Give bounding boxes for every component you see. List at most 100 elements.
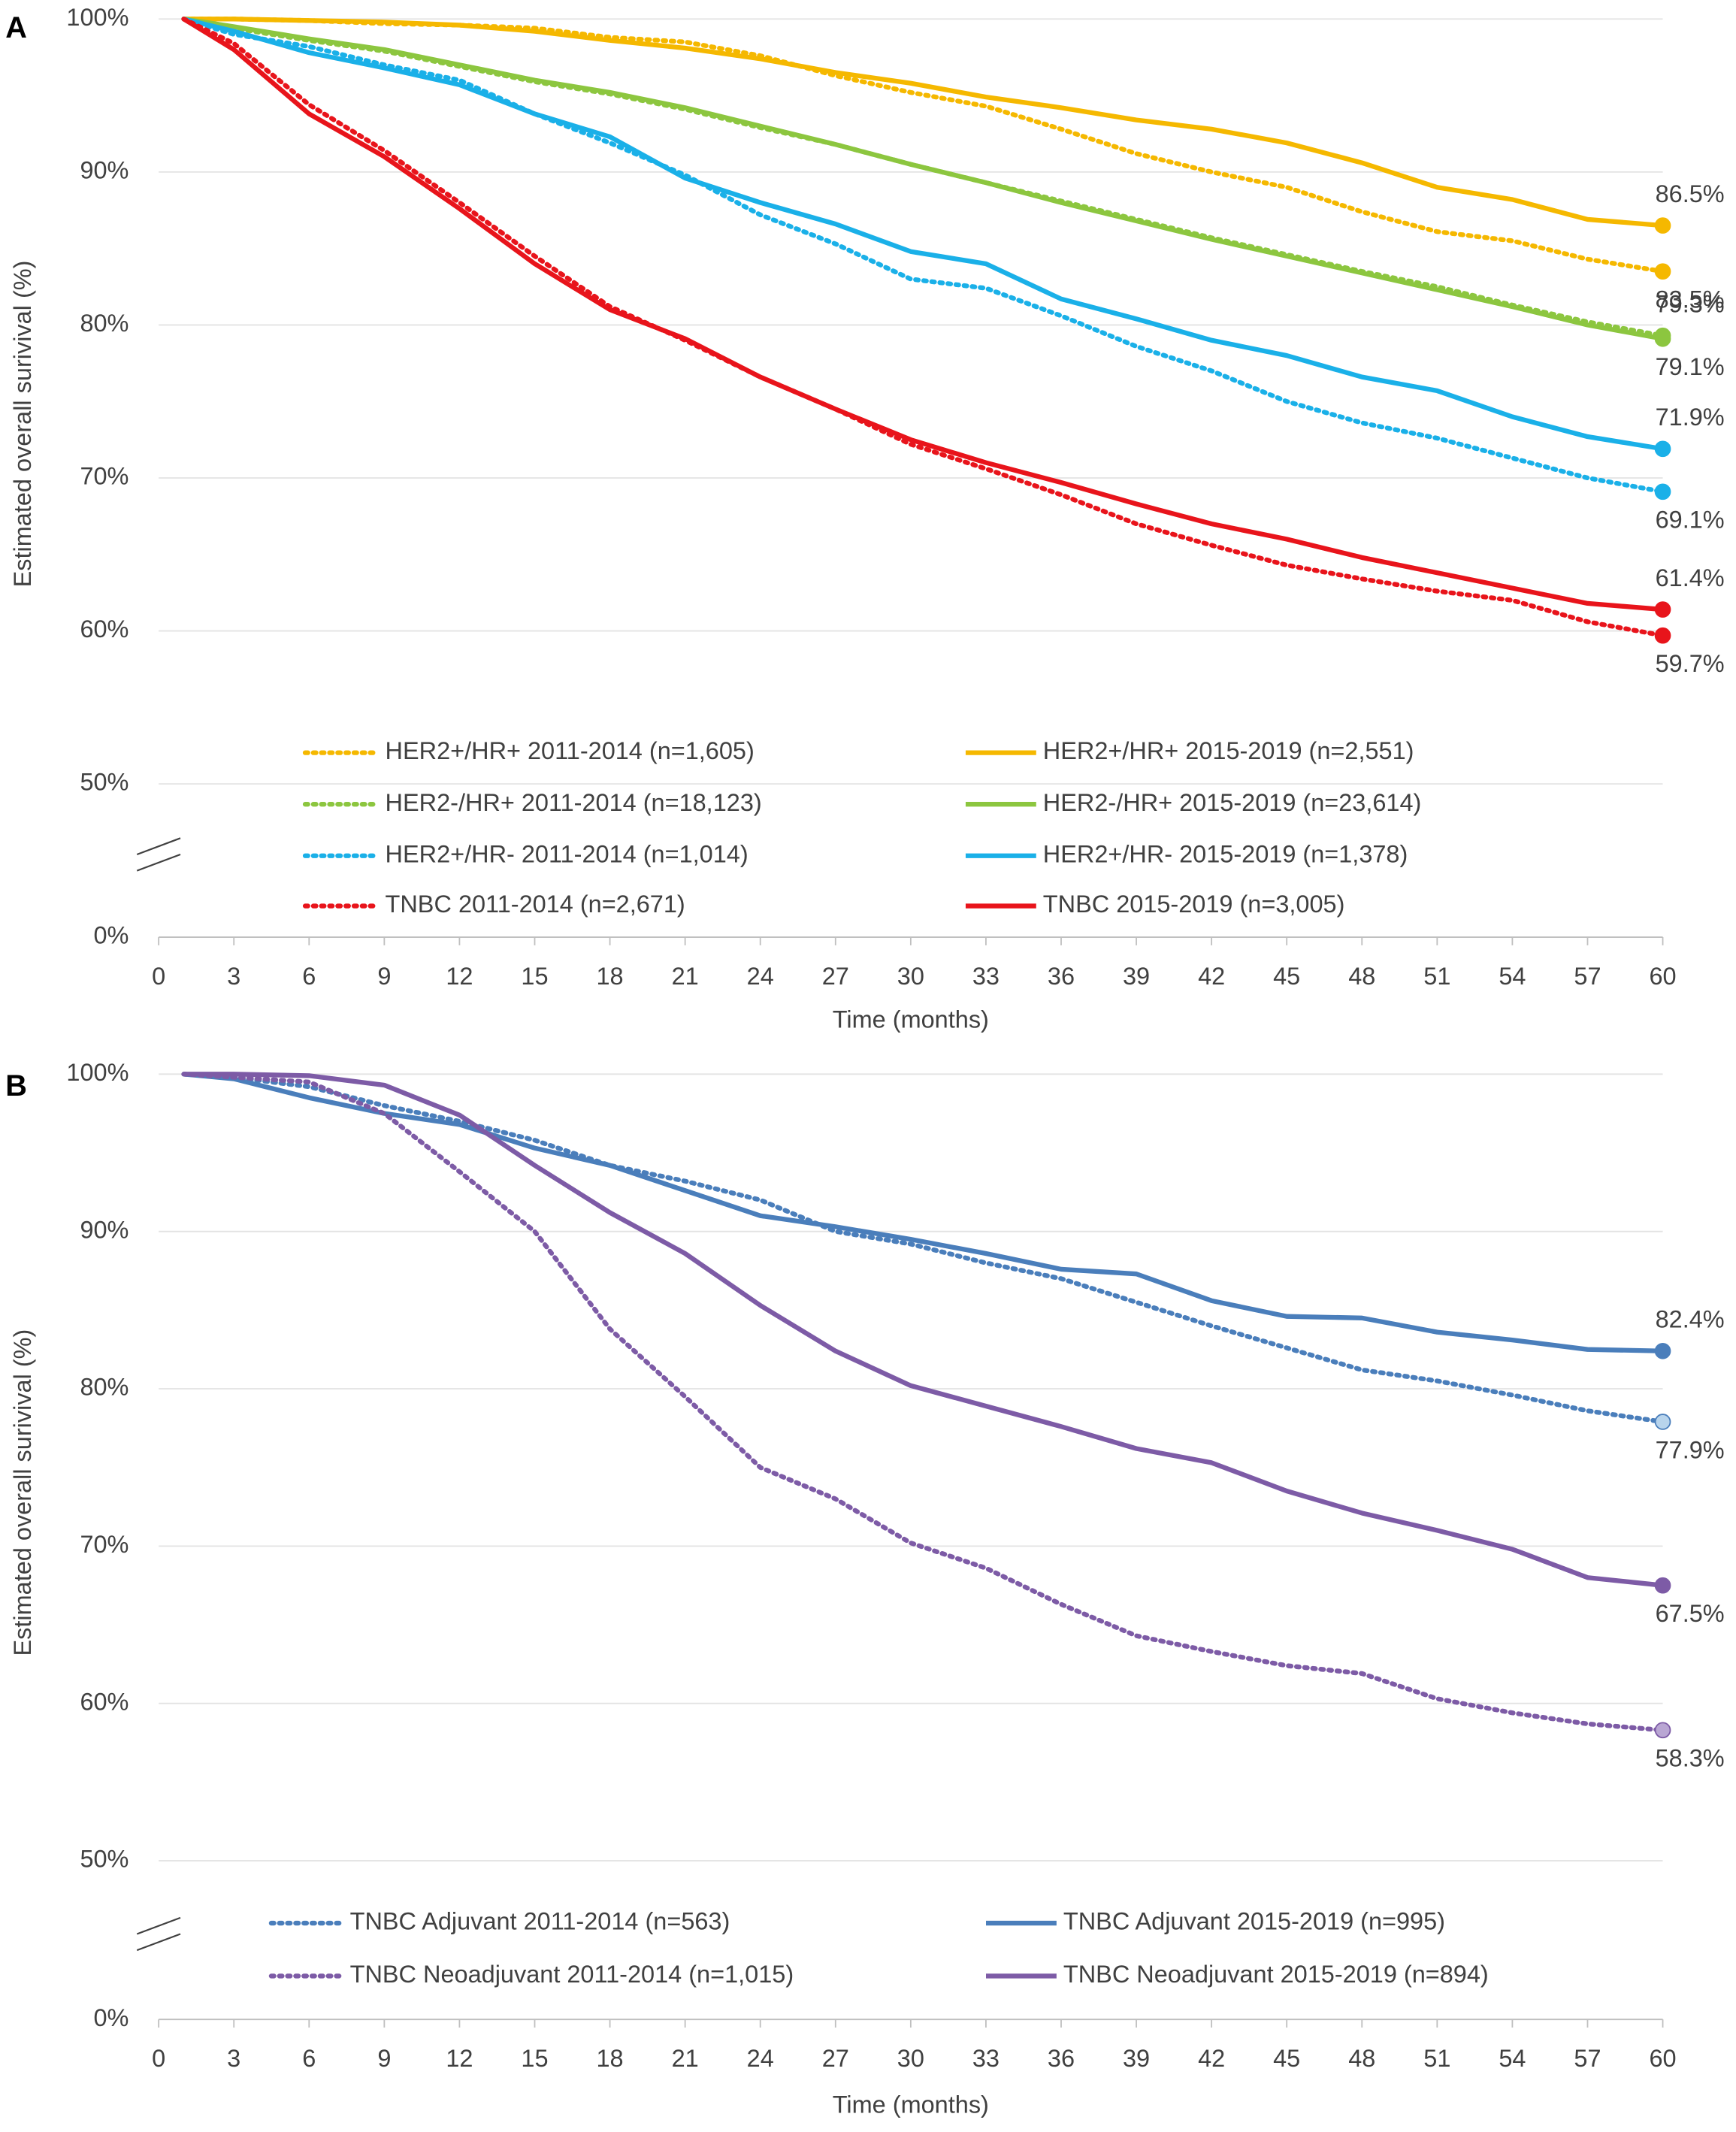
y-axis-title: Estimated overall surivival (%) bbox=[9, 1329, 36, 1656]
end-marker bbox=[1654, 601, 1671, 618]
x-tick-label: 3 bbox=[227, 2045, 240, 2072]
x-tick-label: 54 bbox=[1499, 963, 1526, 990]
axis-break bbox=[136, 1933, 181, 1952]
x-tick-label: 36 bbox=[1048, 963, 1075, 990]
panel-label: A bbox=[5, 11, 27, 44]
x-tick-label: 18 bbox=[597, 2045, 624, 2072]
x-tick-label: 27 bbox=[822, 2045, 849, 2072]
x-tick-label: 33 bbox=[972, 2045, 1000, 2072]
value-label: 69.1% bbox=[1656, 507, 1725, 534]
end-marker bbox=[1654, 1722, 1671, 1739]
y-tick-label: 100% bbox=[66, 1059, 129, 1086]
series-line bbox=[181, 17, 1665, 338]
x-tick-label: 24 bbox=[747, 2045, 774, 2072]
x-tick-label: 57 bbox=[1574, 2045, 1601, 2072]
x-tick-label: 15 bbox=[521, 2045, 548, 2072]
series-line bbox=[182, 17, 1663, 612]
legend-label: HER2+/HR+ 2011-2014 (n=1,605) bbox=[386, 737, 755, 764]
x-tick-label: 42 bbox=[1198, 2045, 1225, 2072]
value-label: 71.9% bbox=[1656, 404, 1725, 431]
value-label: 61.4% bbox=[1656, 564, 1725, 591]
y-axis-title: Estimated overall surivival (%) bbox=[9, 261, 36, 588]
series-line bbox=[183, 17, 1663, 228]
x-tick-label: 27 bbox=[822, 963, 849, 990]
value-label: 79.3% bbox=[1656, 291, 1725, 318]
x-tick-label: 21 bbox=[672, 963, 699, 990]
series-line bbox=[181, 1072, 1665, 1425]
x-tick-label: 48 bbox=[1348, 963, 1375, 990]
value-label: 77.9% bbox=[1656, 1436, 1725, 1463]
x-tick-label: 30 bbox=[897, 963, 924, 990]
x-tick-label: 18 bbox=[597, 963, 624, 990]
end-marker bbox=[1654, 627, 1671, 644]
end-marker bbox=[1654, 1342, 1671, 1359]
value-label: 82.4% bbox=[1656, 1306, 1725, 1333]
y-tick-label: 80% bbox=[80, 1374, 129, 1401]
x-tick-label: 39 bbox=[1123, 2045, 1150, 2072]
legend-label: TNBC 2015-2019 (n=3,005) bbox=[1043, 891, 1345, 918]
x-tick-label: 15 bbox=[521, 963, 548, 990]
end-marker bbox=[1654, 217, 1671, 234]
legend-label: TNBC Neoadjuvant 2011-2014 (n=1,015) bbox=[350, 1961, 794, 1988]
series-line bbox=[183, 17, 1664, 341]
x-axis-title: Time (months) bbox=[833, 2091, 989, 2118]
end-marker bbox=[1654, 1577, 1671, 1594]
legend-label: HER2-/HR+ 2015-2019 (n=23,614) bbox=[1043, 789, 1422, 816]
x-tick-label: 45 bbox=[1273, 2045, 1300, 2072]
x-tick-label: 36 bbox=[1048, 2045, 1075, 2072]
x-tick-label: 6 bbox=[302, 963, 316, 990]
x-tick-label: 30 bbox=[897, 2045, 924, 2072]
x-tick-label: 9 bbox=[377, 2045, 391, 2072]
x-tick-label: 21 bbox=[672, 2045, 699, 2072]
axis-break bbox=[136, 1916, 181, 1935]
axis-break bbox=[136, 853, 181, 872]
y-tick-label: 70% bbox=[80, 1531, 129, 1558]
series-line bbox=[183, 17, 1664, 452]
x-tick-label: 51 bbox=[1423, 963, 1450, 990]
x-tick-label: 45 bbox=[1273, 963, 1300, 990]
value-label: 67.5% bbox=[1656, 1600, 1725, 1627]
x-axis-title: Time (months) bbox=[833, 1006, 989, 1033]
value-label: 83.5% bbox=[1656, 286, 1725, 313]
end-marker bbox=[1654, 1414, 1671, 1430]
y-tick-label: 80% bbox=[80, 310, 129, 337]
x-tick-label: 54 bbox=[1499, 2045, 1526, 2072]
x-tick-label: 12 bbox=[446, 2045, 473, 2072]
legend-label: HER2+/HR+ 2015-2019 (n=2,551) bbox=[1043, 737, 1414, 764]
y-tick-label: 90% bbox=[80, 156, 129, 183]
x-tick-label: 12 bbox=[446, 963, 473, 990]
y-tick-label: 90% bbox=[80, 1216, 129, 1243]
y-tick-label: 50% bbox=[80, 1846, 129, 1873]
end-marker bbox=[1654, 440, 1671, 458]
y-tick-label: 60% bbox=[80, 615, 129, 643]
series-line bbox=[183, 1072, 1663, 1353]
x-tick-label: 3 bbox=[227, 963, 240, 990]
x-tick-label: 0 bbox=[152, 963, 165, 990]
x-tick-label: 24 bbox=[747, 963, 774, 990]
x-tick-label: 6 bbox=[302, 2045, 316, 2072]
x-tick-label: 0 bbox=[152, 2045, 165, 2072]
axis-break bbox=[136, 837, 181, 855]
y-tick-label: 0% bbox=[94, 922, 129, 949]
series-line bbox=[181, 17, 1665, 638]
legend-label: TNBC 2011-2014 (n=2,671) bbox=[386, 891, 685, 918]
y-tick-label: 100% bbox=[66, 4, 129, 31]
value-label: 79.1% bbox=[1656, 353, 1725, 380]
y-tick-label: 0% bbox=[94, 2004, 129, 2031]
end-marker bbox=[1654, 330, 1671, 347]
legend-label: TNBC Adjuvant 2015-2019 (n=995) bbox=[1063, 1908, 1445, 1935]
panel-label: B bbox=[5, 1069, 27, 1102]
legend-label: HER2+/HR- 2015-2019 (n=1,378) bbox=[1043, 840, 1408, 867]
x-tick-label: 39 bbox=[1123, 963, 1150, 990]
value-label: 59.7% bbox=[1656, 650, 1725, 677]
legend-label: TNBC Neoadjuvant 2015-2019 (n=894) bbox=[1063, 1961, 1489, 1988]
series-line bbox=[181, 17, 1665, 494]
x-tick-label: 57 bbox=[1574, 963, 1601, 990]
end-marker bbox=[1654, 263, 1671, 280]
x-tick-label: 51 bbox=[1423, 2045, 1450, 2072]
end-marker bbox=[1654, 483, 1671, 500]
x-tick-label: 9 bbox=[377, 963, 391, 990]
series-line bbox=[183, 1072, 1663, 1588]
